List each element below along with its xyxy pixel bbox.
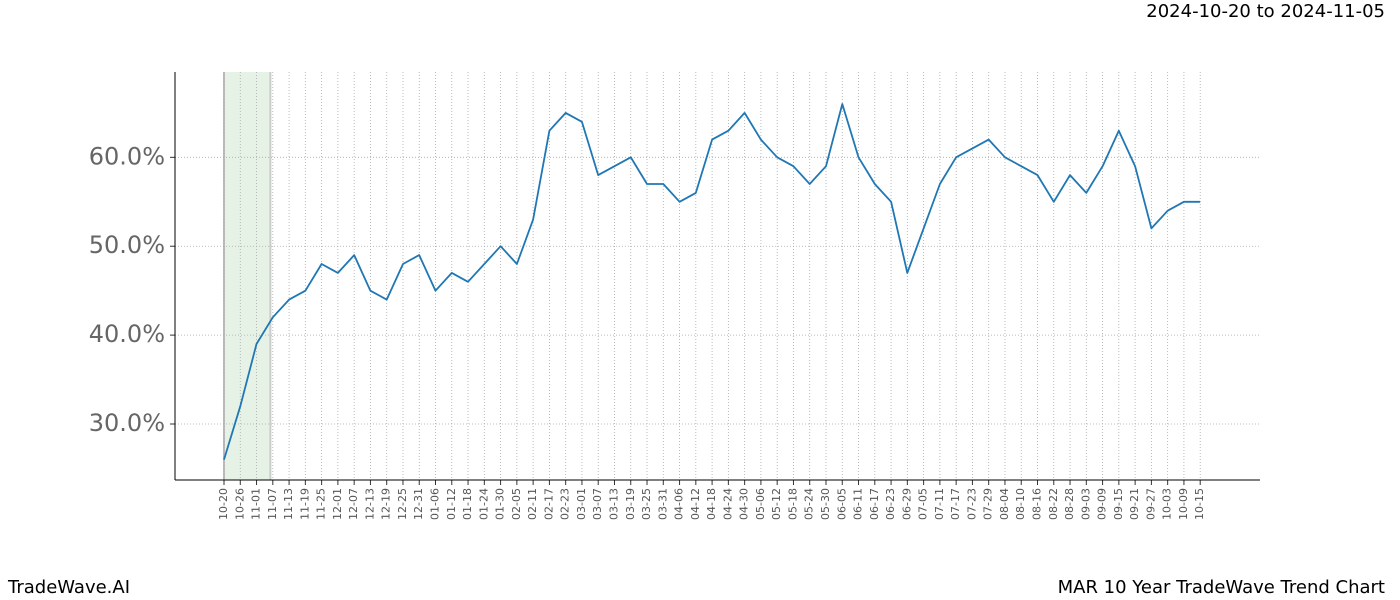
x-tick-label: 05-18 <box>786 488 799 520</box>
x-tick-label: 02-23 <box>559 488 572 520</box>
x-tick-label: 01-30 <box>494 488 507 520</box>
x-tick-label: 07-17 <box>949 488 962 520</box>
x-tick-label: 09-09 <box>1096 488 1109 520</box>
x-tick-label: 10-09 <box>1177 488 1190 520</box>
x-tick-label: 07-11 <box>933 488 946 520</box>
x-tick-label: 01-06 <box>429 488 442 520</box>
y-tick-label: 50.0% <box>89 231 165 259</box>
x-tick-label: 10-20 <box>217 488 230 520</box>
x-tick-label: 09-21 <box>1128 488 1141 520</box>
x-tick-label: 07-29 <box>982 488 995 520</box>
x-tick-label: 04-24 <box>721 488 734 520</box>
x-tick-label: 08-22 <box>1047 488 1060 520</box>
x-tick-label: 12-01 <box>331 488 344 520</box>
x-tick-label: 12-19 <box>380 488 393 520</box>
trend-line <box>223 103 1201 460</box>
x-tick-label: 01-24 <box>477 488 490 520</box>
x-tick-label: 08-10 <box>1014 488 1027 520</box>
x-tick-label: 08-04 <box>998 488 1011 520</box>
x-tick-label: 06-29 <box>900 488 913 520</box>
x-tick-label: 12-25 <box>396 488 409 520</box>
x-tick-label: 02-05 <box>510 488 523 520</box>
highlight-window <box>224 72 271 480</box>
x-tick-label: 02-17 <box>542 488 555 520</box>
y-tick-label: 60.0% <box>89 142 165 170</box>
x-tick-label: 04-12 <box>689 488 702 520</box>
x-tick-label: 01-12 <box>445 488 458 520</box>
x-tick-label: 04-06 <box>673 488 686 520</box>
x-tick-label: 07-05 <box>917 488 930 520</box>
y-tick-label: 40.0% <box>89 320 165 348</box>
x-tick-label: 11-25 <box>315 488 328 520</box>
y-tick-label: 30.0% <box>89 409 165 437</box>
x-tick-label: 11-19 <box>298 488 311 520</box>
x-tick-label: 09-03 <box>1079 488 1092 520</box>
x-tick-label: 01-18 <box>461 488 474 520</box>
x-tick-label: 06-23 <box>884 488 897 520</box>
x-tick-label: 12-07 <box>347 488 360 520</box>
x-tick-label: 03-13 <box>607 488 620 520</box>
x-tick-label: 03-25 <box>640 488 653 520</box>
brand: TradeWave.AI <box>7 577 130 598</box>
x-tick-label: 04-18 <box>705 488 718 520</box>
x-tick-label: 09-27 <box>1144 488 1157 520</box>
x-tick-label: 02-11 <box>526 488 539 520</box>
x-tick-label: 10-15 <box>1193 488 1206 520</box>
x-tick-label: 05-30 <box>819 488 832 520</box>
x-tick-label: 11-07 <box>266 488 279 520</box>
x-tick-label: 12-13 <box>363 488 376 520</box>
x-tick-label: 08-16 <box>1031 488 1044 520</box>
x-tick-label: 11-13 <box>282 488 295 520</box>
x-tick-label: 06-05 <box>835 488 848 520</box>
x-tick-label: 05-06 <box>754 488 767 520</box>
x-tick-label: 04-30 <box>738 488 751 520</box>
x-tick-label: 05-12 <box>770 488 783 520</box>
x-tick-label: 10-03 <box>1161 488 1174 520</box>
x-tick-label: 11-01 <box>250 488 263 520</box>
x-tick-label: 03-07 <box>591 488 604 520</box>
x-tick-label: 06-11 <box>852 488 865 520</box>
date-range: 2024-10-20 to 2024-11-05 <box>1146 1 1385 22</box>
x-tick-label: 06-17 <box>868 488 881 520</box>
x-tick-label: 03-19 <box>624 488 637 520</box>
x-tick-label: 05-24 <box>803 488 816 520</box>
x-tick-label: 09-15 <box>1112 488 1125 520</box>
x-tick-label: 08-28 <box>1063 488 1076 520</box>
x-tick-label: 03-01 <box>575 488 588 520</box>
x-tick-label: 10-26 <box>233 488 246 520</box>
x-tick-label: 07-23 <box>965 488 978 520</box>
x-tick-label: 12-31 <box>412 488 425 520</box>
chart-title: MAR 10 Year TradeWave Trend Chart <box>1058 577 1385 598</box>
x-tick-label: 03-31 <box>656 488 669 520</box>
